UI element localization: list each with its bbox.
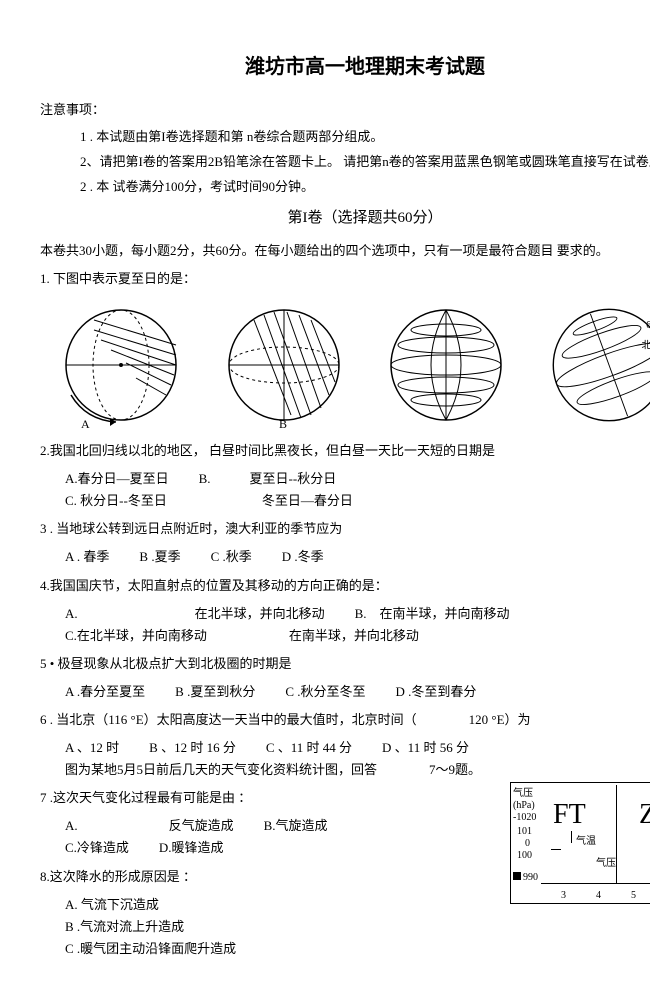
q7-opt-d: D.暖锋造成 xyxy=(159,837,224,859)
globe-row: A B 60° N 北区 回区 xyxy=(40,300,650,430)
q5-opt-a: A .春分至夏至 xyxy=(65,681,145,703)
q2-opt-c: C. 秋分日--冬至日 xyxy=(65,490,167,512)
q3-opt-c: C .秋季 xyxy=(211,546,252,568)
question-1: 1. 下图中表示夏至日的是： xyxy=(40,268,650,290)
chart-qiwen: 气温 xyxy=(576,833,596,850)
q6-opt-d: D 、11 时 56 分 xyxy=(382,737,469,759)
q5-opt-c: C .秋分至冬至 xyxy=(285,681,365,703)
notice-list: 1 . 本试题由第I卷选择题和第 n卷综合题两部分组成。 2、请把第I卷的答案用… xyxy=(40,126,650,198)
notice-item: 2 . 本 试卷满分100分，考试时间90分钟。 xyxy=(80,176,650,198)
q8-opt-c: C .暖气团主动沿锋面爬升造成 xyxy=(40,938,650,960)
chart-y-100: 100 xyxy=(517,847,532,864)
question-6: 6 . 当北京（116 °E）太阳高度达一天当中的最大值时，北京时间（ 120 … xyxy=(40,709,650,731)
section1-title: 第I卷（选择题共60分） xyxy=(40,206,650,232)
globe-label-a: A xyxy=(81,417,90,430)
page-title: 潍坊市高一地理期末考试题 xyxy=(40,50,650,84)
notice-item: 2、请把第I卷的答案用2B铅笔涂在答题卡上。 请把第n卷的答案用蓝黑色钢笔或圆珠… xyxy=(80,151,650,173)
q6-note: 图为某地5月5日前后几天的天气变化资料统计图，回答 7～9题。 xyxy=(40,759,650,781)
question-4: 4.我国国庆节，太阳直射点的位置及其移动的方向正确的是： xyxy=(40,575,650,597)
question-3: 3 . 当地球公转到远日点附近时，澳大利亚的季节应为 xyxy=(40,518,650,540)
globe-label-b: B xyxy=(279,417,287,430)
q4-opt-c: C.在北半球，并向南移动 xyxy=(65,625,207,647)
chart-dash xyxy=(551,849,561,850)
notice-heading: 注意事项： xyxy=(40,99,650,121)
question-2: 2.我国北回归线以北的地区， 白昼时间比黑夜长，但白昼一天比一天短的日期是 xyxy=(40,440,650,462)
q8-opt-b: B .气流对流上升造成 xyxy=(40,916,650,938)
chart-ft: FT xyxy=(553,791,586,839)
globe-d-60: 60° xyxy=(646,320,650,331)
q2-opt-d: 冬至日—春分日 xyxy=(197,490,353,512)
weather-chart: 气压 (hPa) -1020 101 0 100 990 FT Z 气温 气压 … xyxy=(510,782,650,904)
q2-opt-a: A.春分日—夏至日 xyxy=(65,468,169,490)
chart-tick1 xyxy=(571,831,572,843)
chart-vline xyxy=(616,785,617,883)
q4-opt-a: A. 在北半球，并向北移动 xyxy=(65,603,325,625)
question-5: 5 • 极昼现象从北极点扩大到北极圈的时期是 xyxy=(40,653,650,675)
q2-opt-b: B. 夏至日--秋分日 xyxy=(199,468,337,490)
globe-c xyxy=(381,300,511,430)
q7-opt-a: A. 反气旋造成 xyxy=(65,815,234,837)
globe-d-bei: 北区 xyxy=(641,339,650,351)
globe-d: 60° N 北区 回区 xyxy=(544,300,650,430)
q6-opt-b: B 、12 时 16 分 xyxy=(149,737,236,759)
q3-opt-b: B .夏季 xyxy=(139,546,180,568)
q4-opt-b: B. 在南半球，并向南移动 xyxy=(355,603,510,625)
q3-opt-a: A . 春季 xyxy=(65,546,109,568)
globe-b: B xyxy=(219,300,349,430)
q3-opt-d: D .冬季 xyxy=(282,546,324,568)
chart-y-990: 990 xyxy=(513,869,538,886)
chart-qiya: 气压 xyxy=(596,855,616,872)
q5-opt-b: B .夏至到秋分 xyxy=(175,681,255,703)
q4-opt-d: 在南半球，并向北移动 xyxy=(237,625,419,647)
chart-xaxis xyxy=(541,883,650,884)
q5-opt-d: D .冬至到春分 xyxy=(396,681,477,703)
globe-a: A xyxy=(56,300,186,430)
chart-x5: 5 xyxy=(631,887,636,904)
notice-item: 1 . 本试题由第I卷选择题和第 n卷综合题两部分组成。 xyxy=(80,126,650,148)
section1-desc: 本卷共30小题，每小题2分，共60分。在每小题给出的四个选项中，只有一项是最符合… xyxy=(40,240,650,262)
chart-z: Z xyxy=(639,791,650,839)
q6-opt-a: A 、12 时 xyxy=(65,737,119,759)
q6-opt-c: C 、11 时 44 分 xyxy=(266,737,352,759)
q7-opt-b: B.气旋造成 xyxy=(264,815,328,837)
chart-x4: 4 xyxy=(596,887,601,904)
q7-opt-c: C.冷锋造成 xyxy=(65,837,129,859)
chart-x3: 3 xyxy=(561,887,566,904)
